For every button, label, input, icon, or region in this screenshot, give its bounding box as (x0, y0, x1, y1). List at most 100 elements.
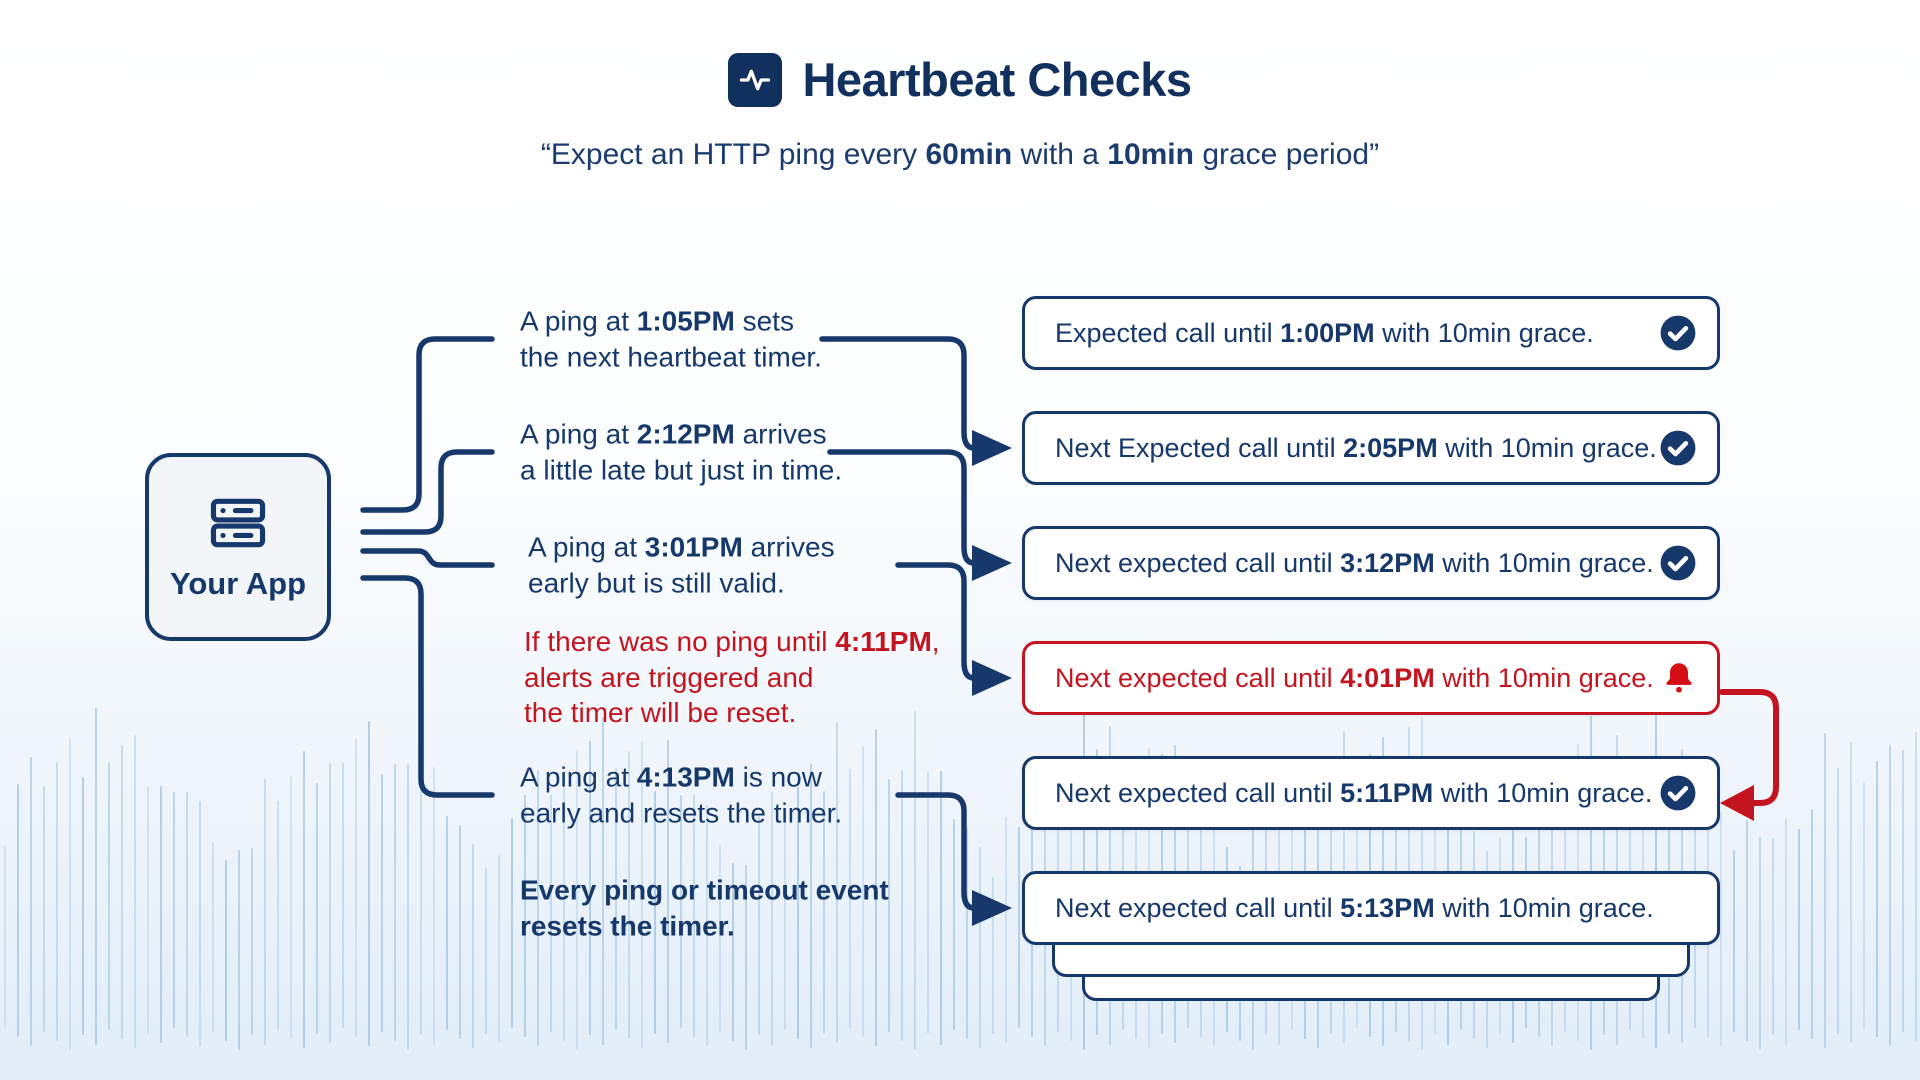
waveform-bar (316, 782, 318, 1034)
note-summary: Every ping or timeout event resets the ti… (520, 874, 889, 942)
waveform-bar (537, 769, 539, 1047)
waveform-bar (550, 794, 552, 1032)
waveform-bar (771, 792, 773, 1045)
waveform-bar (95, 708, 97, 1045)
connector-note2-to-box3 (827, 449, 977, 566)
note-ping-3: A ping at 3:01PM arrives early but is sti… (528, 531, 835, 599)
waveform-bar (446, 816, 448, 1030)
waveform-bar (498, 854, 500, 1043)
waveform-bar (615, 767, 617, 1030)
waveform-bar (927, 770, 929, 1036)
activity-pulse-icon (728, 52, 783, 107)
waveform-bar (186, 791, 188, 1038)
waveform-bar (290, 776, 292, 1040)
arrowhead-alert-into-box5 (1720, 785, 1754, 821)
arrowhead-into-box2 (972, 430, 1012, 466)
timer-box-text: Next Expected call until 2:05PM with 10m… (1055, 432, 1657, 463)
timer-box-4-alert: Next expected call until 4:01PM with 10m… (1022, 641, 1720, 715)
waveform-bar (342, 762, 344, 1028)
waveform-bar (134, 734, 136, 1049)
timer-box-1: Expected call until 1:00PM with 10min gr… (1022, 296, 1720, 370)
waveform-bar (966, 827, 968, 1040)
waveform-bar (485, 867, 487, 1034)
timer-box-text: Next expected call until 3:12PM with 10m… (1055, 547, 1654, 578)
waveform-bar (589, 741, 591, 1036)
bell-icon (1661, 660, 1697, 696)
waveform-bar (1733, 849, 1735, 1032)
waveform-bar (433, 766, 435, 1045)
waveform-bar (797, 786, 799, 1040)
waveform-bar (4, 845, 6, 1028)
timer-box-text: Next expected call until 5:11PM with 10m… (1055, 777, 1653, 808)
timer-box-5: Next expected call until 5:11PM with 10m… (1022, 756, 1720, 830)
timer-box-text: Expected call until 1:00PM with 10min gr… (1055, 317, 1594, 348)
page-header: Heartbeat Checks (0, 52, 1920, 107)
arrowhead-into-box3 (972, 545, 1012, 581)
waveform-bar (303, 751, 305, 1049)
waveform-bar (914, 711, 916, 1051)
waveform-bar (1837, 767, 1839, 1034)
waveform-bar (381, 773, 383, 1032)
timer-box-2: Next Expected call until 2:05PM with 10m… (1022, 411, 1720, 485)
waveform-bar (1746, 819, 1748, 1041)
waveform-bar (576, 750, 578, 1051)
connector-app-to-note2 (360, 449, 495, 535)
waveform-bar (329, 762, 331, 1043)
check-circle-icon (1659, 544, 1697, 582)
your-app-box: Your App (145, 453, 331, 641)
waveform-bar (160, 785, 162, 1043)
waveform-bar (121, 744, 123, 1040)
waveform-bar (30, 756, 32, 1047)
waveform-bar (602, 717, 604, 1045)
timer-box-6: Next expected call until 5:13PM with 10m… (1022, 871, 1720, 945)
waveform-bar (732, 862, 734, 1041)
waveform-bar (108, 762, 110, 1030)
waveform-bar (628, 751, 630, 1040)
waveform-bar (706, 804, 708, 1047)
waveform-bar (1720, 811, 1722, 1047)
connector-app-to-note5 (360, 575, 495, 798)
connector-note3-to-box4 (895, 562, 977, 681)
connector-note1-to-box2 (819, 336, 977, 451)
waveform-bar (758, 815, 760, 1036)
waveform-bar (680, 795, 682, 1028)
waveform-bar (979, 847, 981, 1049)
waveform-bar (823, 791, 825, 1034)
waveform-bar (1902, 749, 1904, 1032)
waveform-bar (940, 770, 942, 1045)
timer-box-text: Next expected call until 4:01PM with 10m… (1055, 662, 1654, 693)
waveform-bar (43, 785, 45, 1032)
note-ping-2: A ping at 2:12PM arrives a little late bu… (520, 418, 843, 486)
waveform-bar (1772, 838, 1774, 1036)
connector-alert-loop (1719, 689, 1779, 806)
timer-box-3: Next expected call until 3:12PM with 10m… (1022, 526, 1720, 600)
waveform-bar (849, 769, 851, 1028)
waveform-bar (225, 860, 227, 1041)
waveform-bar (953, 818, 955, 1030)
waveform-bar (862, 746, 864, 1038)
waveform-bar (472, 844, 474, 1049)
your-app-label: Your App (169, 566, 307, 601)
waveform-bar (368, 721, 370, 1047)
waveform-bar (82, 776, 84, 1036)
waveform-bar (1798, 828, 1800, 1030)
note-ping-4: A ping at 4:13PM is now early and resets … (520, 761, 843, 829)
check-circle-icon (1659, 314, 1697, 352)
waveform-bar (719, 844, 721, 1032)
waveform-bar (407, 763, 409, 1051)
waveform-bar (1811, 809, 1813, 1040)
waveform-bar (1850, 741, 1852, 1043)
check-circle-icon (1659, 774, 1697, 812)
waveform-bar (212, 842, 214, 1032)
waveform-bar (459, 825, 461, 1040)
waveform-bar (238, 850, 240, 1051)
waveform-bar (1824, 732, 1826, 1049)
waveform-bar (1018, 827, 1020, 1028)
waveform-bar (511, 818, 513, 1028)
timer-box-text: Next expected call until 5:13PM with 10m… (1055, 892, 1654, 923)
waveform-bar (1889, 745, 1891, 1047)
waveform-bar (264, 779, 266, 1045)
note-ping-1: A ping at 1:05PM sets the next heartbeat … (520, 305, 822, 373)
connector-note5-to-box6 (895, 792, 977, 911)
